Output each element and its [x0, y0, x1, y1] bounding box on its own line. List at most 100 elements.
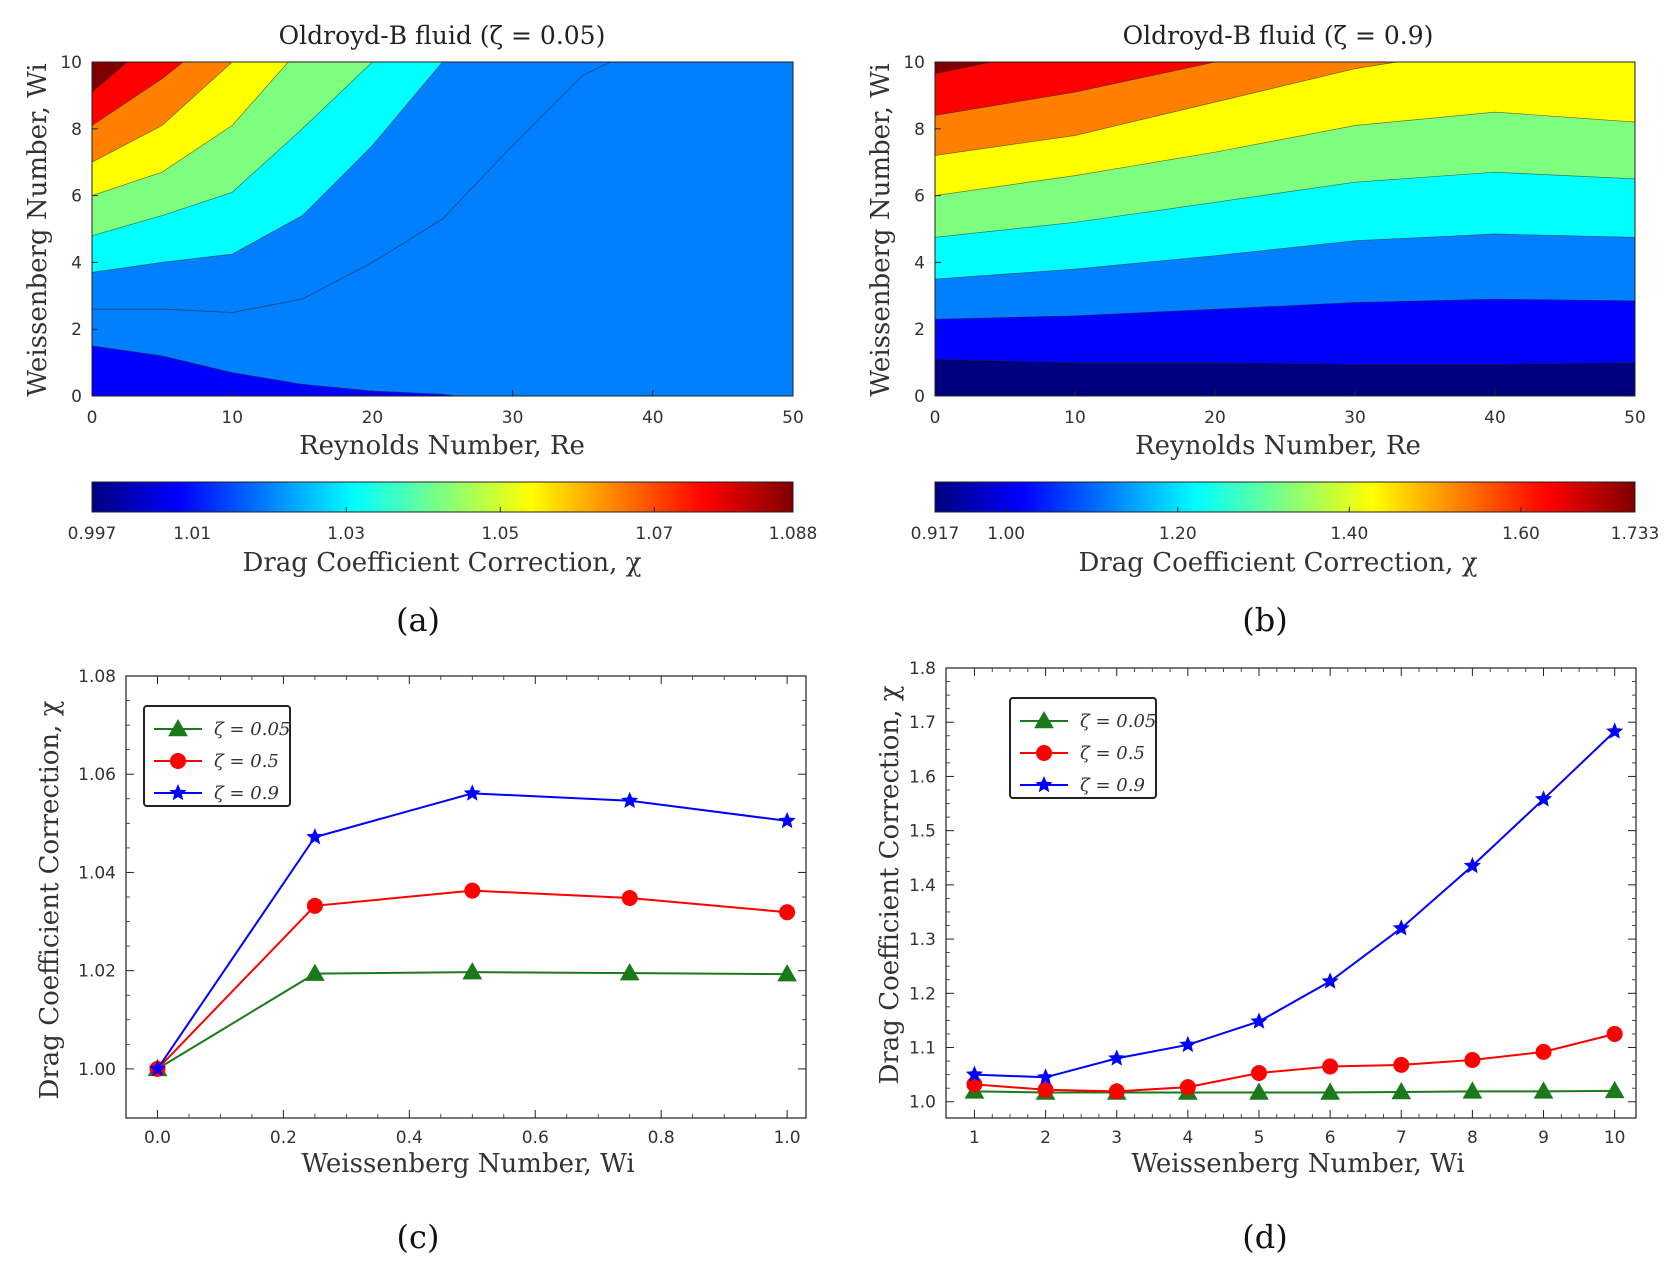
chart-d-series-1-point: [1535, 1043, 1552, 1060]
chart-c-legend-label-1: ζ = 0.5: [214, 751, 279, 772]
chart-d-xtick-label: 10: [1604, 1128, 1626, 1148]
chart-b-colorbar-tick-label: 1.733: [1611, 524, 1660, 544]
chart-b-xtick-label: 20: [1204, 408, 1226, 428]
chart-b-axes: 0 10 20 30 40 50 0 2 4 6 8 10: [903, 53, 1645, 428]
chart-a-colorbar-label: Drag Coefficient Correction, χ: [243, 548, 642, 578]
chart-b-ylabel: Weissenberg Number, Wi: [866, 63, 896, 396]
chart-a-title: Oldroyd-B fluid (ζ = 0.05): [279, 21, 606, 50]
chart-d-series-2-point: [1108, 1049, 1126, 1066]
chart-a-frame: [91, 61, 794, 397]
chart-c-ytick-label: 1.02: [78, 962, 116, 982]
chart-c-series-2-point: [621, 791, 639, 808]
chart-b-plot-area: [934, 61, 1636, 396]
chart-c-xtick-label: 0.2: [270, 1128, 297, 1148]
panel-label-b: (b): [1242, 601, 1287, 639]
chart-b-colorbar-tick-label: 1.00: [987, 524, 1025, 544]
chart-d-legend-label-2: ζ = 0.9: [1080, 775, 1145, 796]
panel-c: 0.0 0.2 0.4 0.6 0.8 1.0 1.00 1.02 1.04 1.06 1.08 ζ …: [35, 667, 807, 1256]
chart-b-xtick-label: 40: [1484, 408, 1506, 428]
chart-d-legend-label-1: ζ = 0.5: [1080, 743, 1145, 764]
chart-c-ylabel: Drag Coefficient Correction, χ: [35, 700, 65, 1099]
chart-a-xtick-label: 50: [782, 408, 804, 428]
chart-c-series-2-point: [306, 828, 324, 845]
chart-d-series-1-point: [966, 1076, 983, 1093]
chart-a-colorbar-tick-label: 1.088: [769, 524, 818, 544]
chart-d-xtick-label: 9: [1538, 1128, 1549, 1148]
chart-d-series-2-point: [1179, 1035, 1197, 1053]
chart-c-series-0-point: [305, 963, 325, 981]
chart-c-series-2-point: [463, 784, 481, 801]
chart-d-xtick-label: 5: [1254, 1128, 1265, 1148]
chart-c-series-1-point: [306, 897, 323, 914]
panel-label-a: (a): [396, 601, 440, 639]
chart-a-colorbar-tick-label: 1.03: [327, 524, 365, 544]
chart-c-legend-label-2: ζ = 0.9: [214, 783, 279, 804]
chart-d-xtick-label: 7: [1396, 1128, 1407, 1148]
chart-c-series-0-point: [462, 962, 483, 980]
chart-a-colorbar-tick-label: 1.01: [173, 524, 211, 544]
chart-a-xtick-label: 30: [502, 408, 524, 428]
chart-c-series-0-point: [619, 963, 640, 981]
chart-d-legend-marker-1: [1036, 745, 1052, 761]
chart-b-xlabel: Reynolds Number, Re: [1135, 431, 1421, 461]
chart-c-ytick-label: 1.06: [78, 765, 116, 785]
chart-a-axes: 0 10 20 30 40 50 0 2 4 6 8 10: [60, 53, 803, 428]
chart-d-series-0-point: [1391, 1081, 1412, 1100]
chart-d-series-2-point: [965, 1065, 983, 1082]
chart-d-series-2-point: [1606, 722, 1624, 739]
chart-d-xtick-label: 1: [969, 1128, 980, 1148]
chart-b-ytick-label: 6: [914, 187, 925, 207]
chart-d-xtick-label: 6: [1325, 1128, 1336, 1148]
chart-d-series-1-point: [1037, 1081, 1054, 1098]
chart-c-ytick-label: 1.00: [78, 1060, 116, 1080]
chart-d-ytick-label: 1.3: [909, 930, 936, 950]
chart-d-ylabel: Drag Coefficient Correction, χ: [875, 685, 905, 1084]
chart-d-xlabel: Weissenberg Number, Wi: [1131, 1149, 1464, 1179]
chart-d-series-2-point: [1463, 856, 1481, 874]
panel-a: Oldroyd-B fluid (ζ = 0.05) 0 10 20 30 40 50 0 2…: [23, 21, 817, 639]
chart-c-series-1-point: [464, 882, 481, 899]
chart-b-ytick-label: 4: [914, 253, 925, 273]
chart-a-ytick-label: 6: [71, 187, 82, 207]
chart-d-xtick-label: 4: [1182, 1128, 1193, 1148]
chart-d-xtick-label: 8: [1467, 1128, 1478, 1148]
chart-b-title: Oldroyd-B fluid (ζ = 0.9): [1123, 21, 1434, 50]
chart-a-contour-level-1: [91, 345, 457, 397]
chart-c-xtick-label: 0.8: [648, 1128, 675, 1148]
chart-b-ytick-label: 2: [914, 320, 925, 340]
chart-c-legend-marker-1: [170, 753, 186, 769]
chart-d-ytick-label: 1.4: [909, 876, 936, 896]
chart-b-colorbar-tick-label: 1.60: [1502, 524, 1540, 544]
chart-d-series-0-point: [1604, 1080, 1625, 1099]
chart-d-series-2-point: [1321, 972, 1339, 989]
chart-a-colorbar: 0.997 1.01 1.03 1.05 1.07 1.088: [68, 481, 818, 544]
chart-b-colorbar-label: Drag Coefficient Correction, χ: [1079, 548, 1478, 578]
chart-a-colorbar-tick-label: 1.05: [481, 524, 519, 544]
chart-d-ytick-label: 1.1: [909, 1039, 936, 1059]
chart-b-frame: [934, 61, 1636, 397]
chart-d-xtick-label: 2: [1040, 1128, 1051, 1148]
chart-b-colorbar-gradient: [934, 481, 1636, 513]
chart-c-ytick-label: 1.08: [78, 667, 116, 687]
chart-a-colorbar-tick-label: 1.07: [635, 524, 673, 544]
chart-b-colorbar: 0.917 1.00 1.20 1.40 1.60 1.733: [911, 481, 1660, 544]
chart-b-xtick-label: 10: [1064, 408, 1086, 428]
chart-b-xtick-label: 50: [1624, 408, 1646, 428]
chart-c-xtick-label: 0.4: [396, 1128, 423, 1148]
chart-d-ytick-label: 1.0: [909, 1093, 936, 1113]
chart-a-ytick-label: 4: [71, 253, 82, 273]
chart-c-series-2-point: [778, 811, 796, 829]
chart-c-plot-area: 0.0 0.2 0.4 0.6 0.8 1.0 1.00 1.02 1.04 1.06 1.08 ζ …: [78, 667, 807, 1148]
chart-d-ytick-label: 1.8: [909, 659, 936, 679]
chart-d-ytick-label: 1.5: [909, 822, 936, 842]
panel-b: Oldroyd-B fluid (ζ = 0.9) 0 10 20 30 40 50 0 2 4…: [866, 21, 1659, 639]
chart-d-ytick-label: 1.7: [909, 713, 936, 733]
chart-a-contour-line: [92, 61, 611, 313]
chart-d-series-line-2: [974, 730, 1616, 1079]
panel-label-d: (d): [1242, 1218, 1287, 1256]
chart-d-series-1-point: [1179, 1079, 1196, 1096]
chart-a-xtick-label: 40: [642, 408, 664, 428]
chart-b-xtick-label: 30: [1344, 408, 1366, 428]
chart-d-series-0-point: [1249, 1082, 1269, 1100]
panel-d: 1 2 3 4 5 6 7 8 9 10 1.0 1.1 1.2 1.3 1.4 1.5 1.6 1.7 1.8 ζ …: [875, 659, 1637, 1256]
